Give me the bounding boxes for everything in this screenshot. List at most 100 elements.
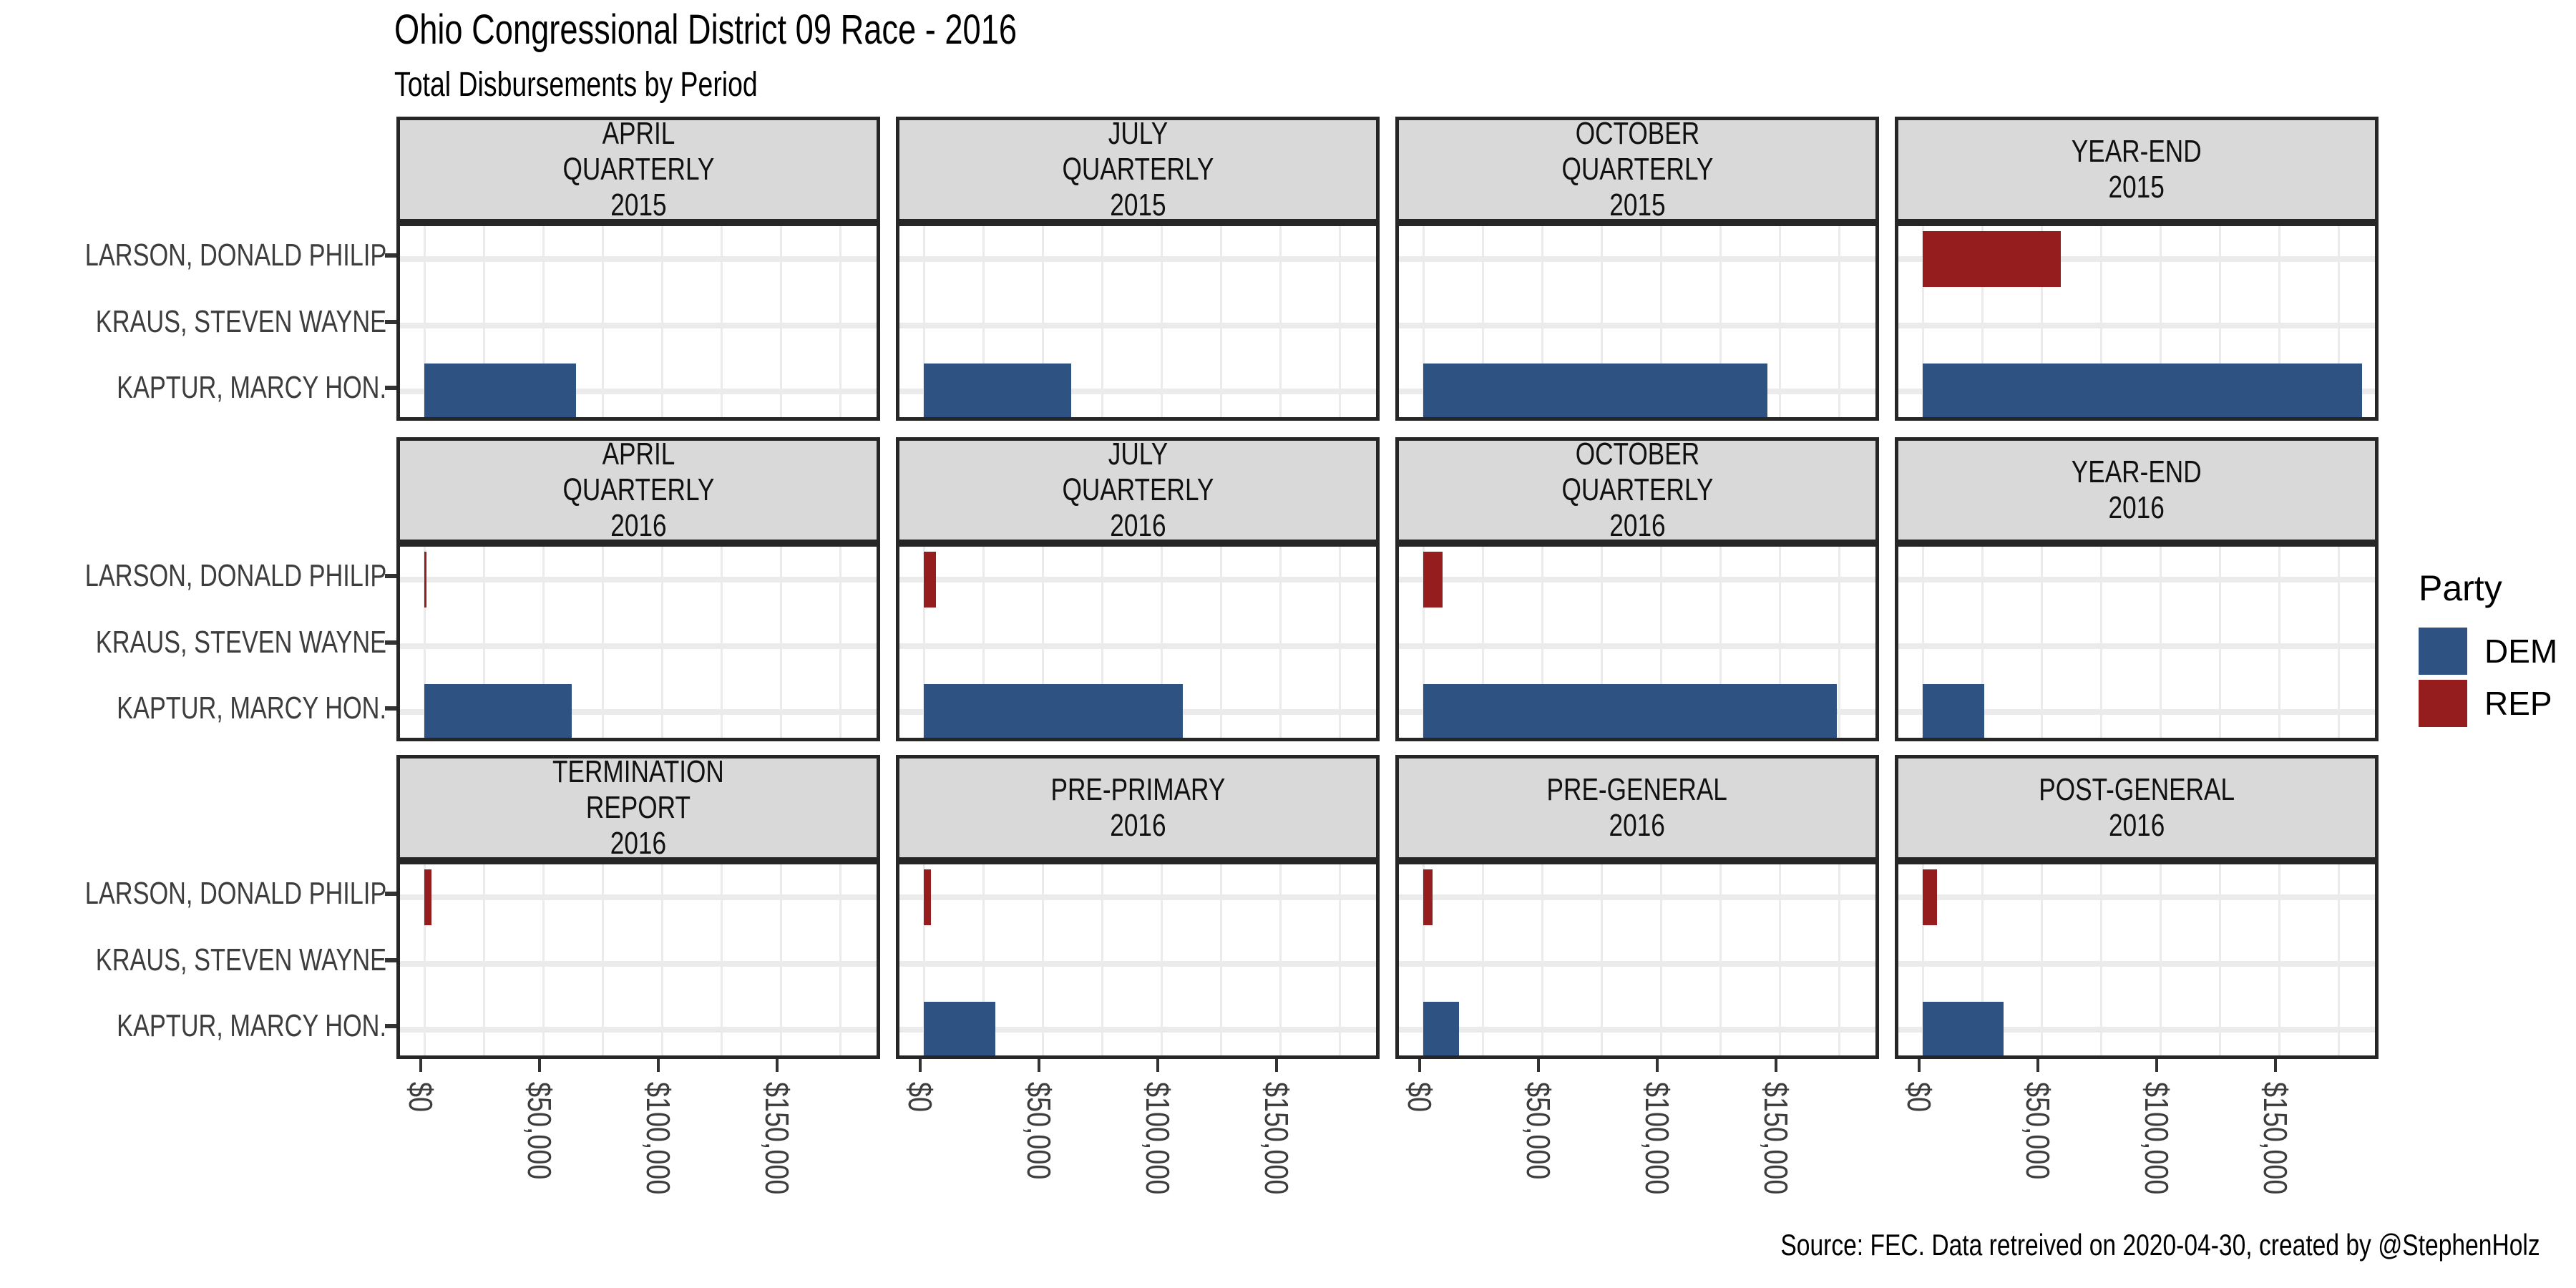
gridline-vertical [483,547,485,738]
gridline-vertical [2278,864,2280,1055]
gridline-vertical [839,864,841,1055]
bar-dem [1423,684,1837,738]
gridline-vertical [1719,547,1722,738]
gridline-vertical [602,547,604,738]
rep-color-swatch [2419,680,2467,727]
facet-strip-label: YEAR-END 2015 [2072,134,2202,205]
x-axis-tick-label: $150,000 [758,1082,796,1195]
y-axis-label: LARSON, DONALD PHILIP [84,558,387,594]
x-axis-tick-label: $100,000 [1639,1082,1676,1195]
gridline-vertical [1541,864,1543,1055]
facet-strip-label: JULY QUARTERLY 2016 [1062,436,1214,543]
x-axis-tick-label: $0 [1901,1082,1938,1112]
gridline-vertical [1838,226,1840,417]
gridline-horizontal [899,388,1376,394]
x-axis-tick [419,1059,422,1072]
gridline-horizontal [899,643,1376,649]
legend-item-label: DEM [2484,633,2558,670]
gridline-vertical [1279,864,1282,1055]
gridline-vertical [2219,226,2221,417]
bar-dem [924,1002,995,1055]
x-axis-tick-label: $100,000 [1139,1082,1176,1195]
x-axis-tick [1275,1059,1278,1072]
gridline-horizontal [899,1026,1376,1033]
bar-dem [1423,364,1767,417]
gridline-vertical [1423,226,1425,417]
facet-strip: JULY QUARTERLY 2016 [896,436,1380,543]
x-axis-tick-label: $100,000 [640,1082,677,1195]
x-axis-tick [1656,1059,1659,1072]
x-axis-tick-label: $150,000 [1757,1082,1795,1195]
gridline-vertical [661,864,663,1055]
x-axis-tick-label: $150,000 [2257,1082,2294,1195]
gridline-vertical [1922,226,1924,417]
y-axis-tick [385,574,396,579]
gridline-horizontal [400,1026,877,1033]
gridline-vertical [1838,864,1840,1055]
facet-strip: YEAR-END 2016 [1895,437,2379,543]
gridline-vertical [1279,226,1282,417]
gridline-horizontal [1898,256,2375,263]
gridline-vertical [839,547,841,738]
facet-panel [1895,861,2379,1059]
gridline-vertical [1719,864,1722,1055]
gridline-vertical [1161,226,1163,417]
gridline-vertical [602,864,604,1055]
source-caption: Source: FEC. Data retreived on 2020-04-3… [1780,1228,2540,1262]
facet-strip-label: APRIL QUARTERLY 2016 [562,436,714,543]
gridline-vertical [780,226,782,417]
gridline-vertical [1981,226,1984,417]
gridline-vertical [1981,864,1984,1055]
y-axis-tick [385,385,396,390]
gridline-vertical [1339,226,1341,417]
gridline-horizontal [899,322,1376,328]
gridline-vertical [1161,864,1163,1055]
x-axis-tick [2274,1059,2277,1072]
facet-panel [396,223,880,421]
x-axis-tick [1537,1059,1540,1072]
gridline-horizontal [400,322,877,328]
gridline-vertical [2100,864,2102,1055]
gridline-vertical [2041,226,2043,417]
facet-panel [1395,223,1879,421]
y-axis-label: KAPTUR, MARCY HON. [117,690,387,726]
facet-strip: APRIL QUARTERLY 2015 [396,116,880,223]
facet-strip-label: OCTOBER QUARTERLY 2015 [1561,116,1713,223]
y-axis-label: KAPTUR, MARCY HON. [117,369,387,405]
gridline-vertical [1482,547,1484,738]
legend-item-dem: DEM [2419,628,2557,675]
facet-strip-label: POST-GENERAL 2016 [2039,772,2235,843]
gridline-vertical [923,547,925,738]
gridline-vertical [1482,864,1484,1055]
gridline-vertical [2160,547,2162,738]
gridline-vertical [982,226,985,417]
legend: Party DEM REP [2419,567,2557,732]
gridline-vertical [982,864,985,1055]
facet-strip-label: PRE-PRIMARY 2016 [1050,772,1225,843]
gridline-horizontal [400,388,877,394]
x-axis-tick-label: $0 [902,1082,939,1112]
gridline-vertical [2219,864,2221,1055]
gridline-vertical [542,864,545,1055]
gridline-vertical [721,226,723,417]
facet-strip-label: JULY QUARTERLY 2015 [1062,116,1214,223]
x-axis-tick [919,1059,922,1072]
facet-panel [396,861,880,1059]
bar-rep [924,869,931,925]
gridline-vertical [1779,547,1781,738]
bar-dem [1923,684,1984,738]
x-axis-tick [1418,1059,1421,1072]
y-axis-tick [385,319,396,324]
gridline-horizontal [400,256,877,263]
bar-rep [924,552,936,608]
bar-rep [424,869,431,925]
gridline-vertical [2160,864,2162,1055]
facet-strip: TERMINATION REPORT 2016 [396,754,880,861]
gridline-vertical [1339,547,1341,738]
gridline-horizontal [1898,960,2375,967]
gridline-vertical [780,547,782,738]
gridline-vertical [780,864,782,1055]
gridline-vertical [2219,547,2221,738]
legend-item-label: REP [2484,685,2552,722]
gridline-horizontal [1898,894,2375,901]
